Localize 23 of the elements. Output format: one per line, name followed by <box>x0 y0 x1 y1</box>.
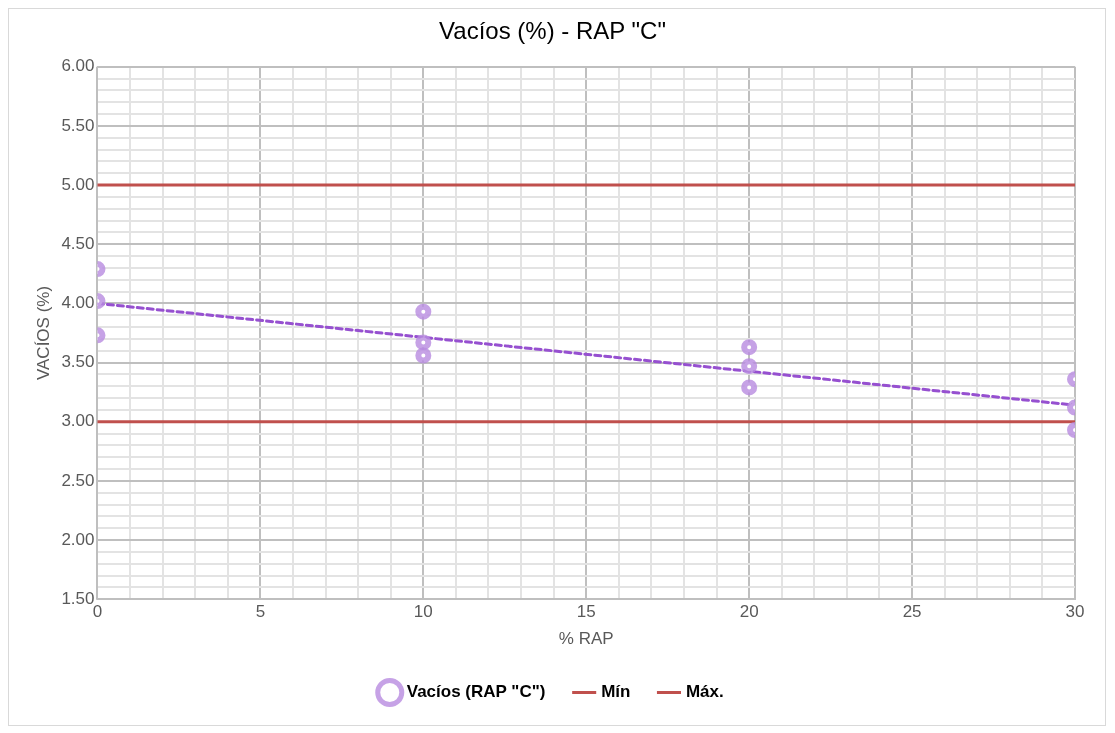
y-tick-label: 1.50 <box>61 588 95 608</box>
x-tick-label: 20 <box>739 602 759 622</box>
x-tick-label: 30 <box>1065 602 1085 622</box>
x-tick-label: 25 <box>902 602 922 622</box>
legend-label: Mín <box>601 682 631 702</box>
x-axis-title: % RAP <box>558 629 614 649</box>
legend-label: Máx. <box>685 682 724 702</box>
y-tick-label: 5.50 <box>61 115 95 135</box>
x-tick-label: 10 <box>413 602 433 622</box>
y-axis-title: VACÍOS (%) <box>33 285 53 381</box>
chart-title: Vacíos (%) - RAP "C" <box>439 17 666 45</box>
y-tick-label: 6.00 <box>61 56 95 76</box>
y-tick-label: 3.00 <box>61 411 95 431</box>
y-tick-label: 4.00 <box>61 293 95 313</box>
y-tick-label: 2.00 <box>61 529 95 549</box>
y-tick-label: 4.50 <box>61 233 95 253</box>
x-tick-label: 5 <box>255 602 266 622</box>
x-tick-label: 0 <box>92 602 103 622</box>
legend-label: Vacíos (RAP "C") <box>406 682 546 702</box>
x-tick-label: 15 <box>576 602 596 622</box>
y-tick-label: 3.50 <box>61 352 95 372</box>
y-tick-label: 5.00 <box>61 174 95 194</box>
y-tick-label: 2.50 <box>61 470 95 490</box>
